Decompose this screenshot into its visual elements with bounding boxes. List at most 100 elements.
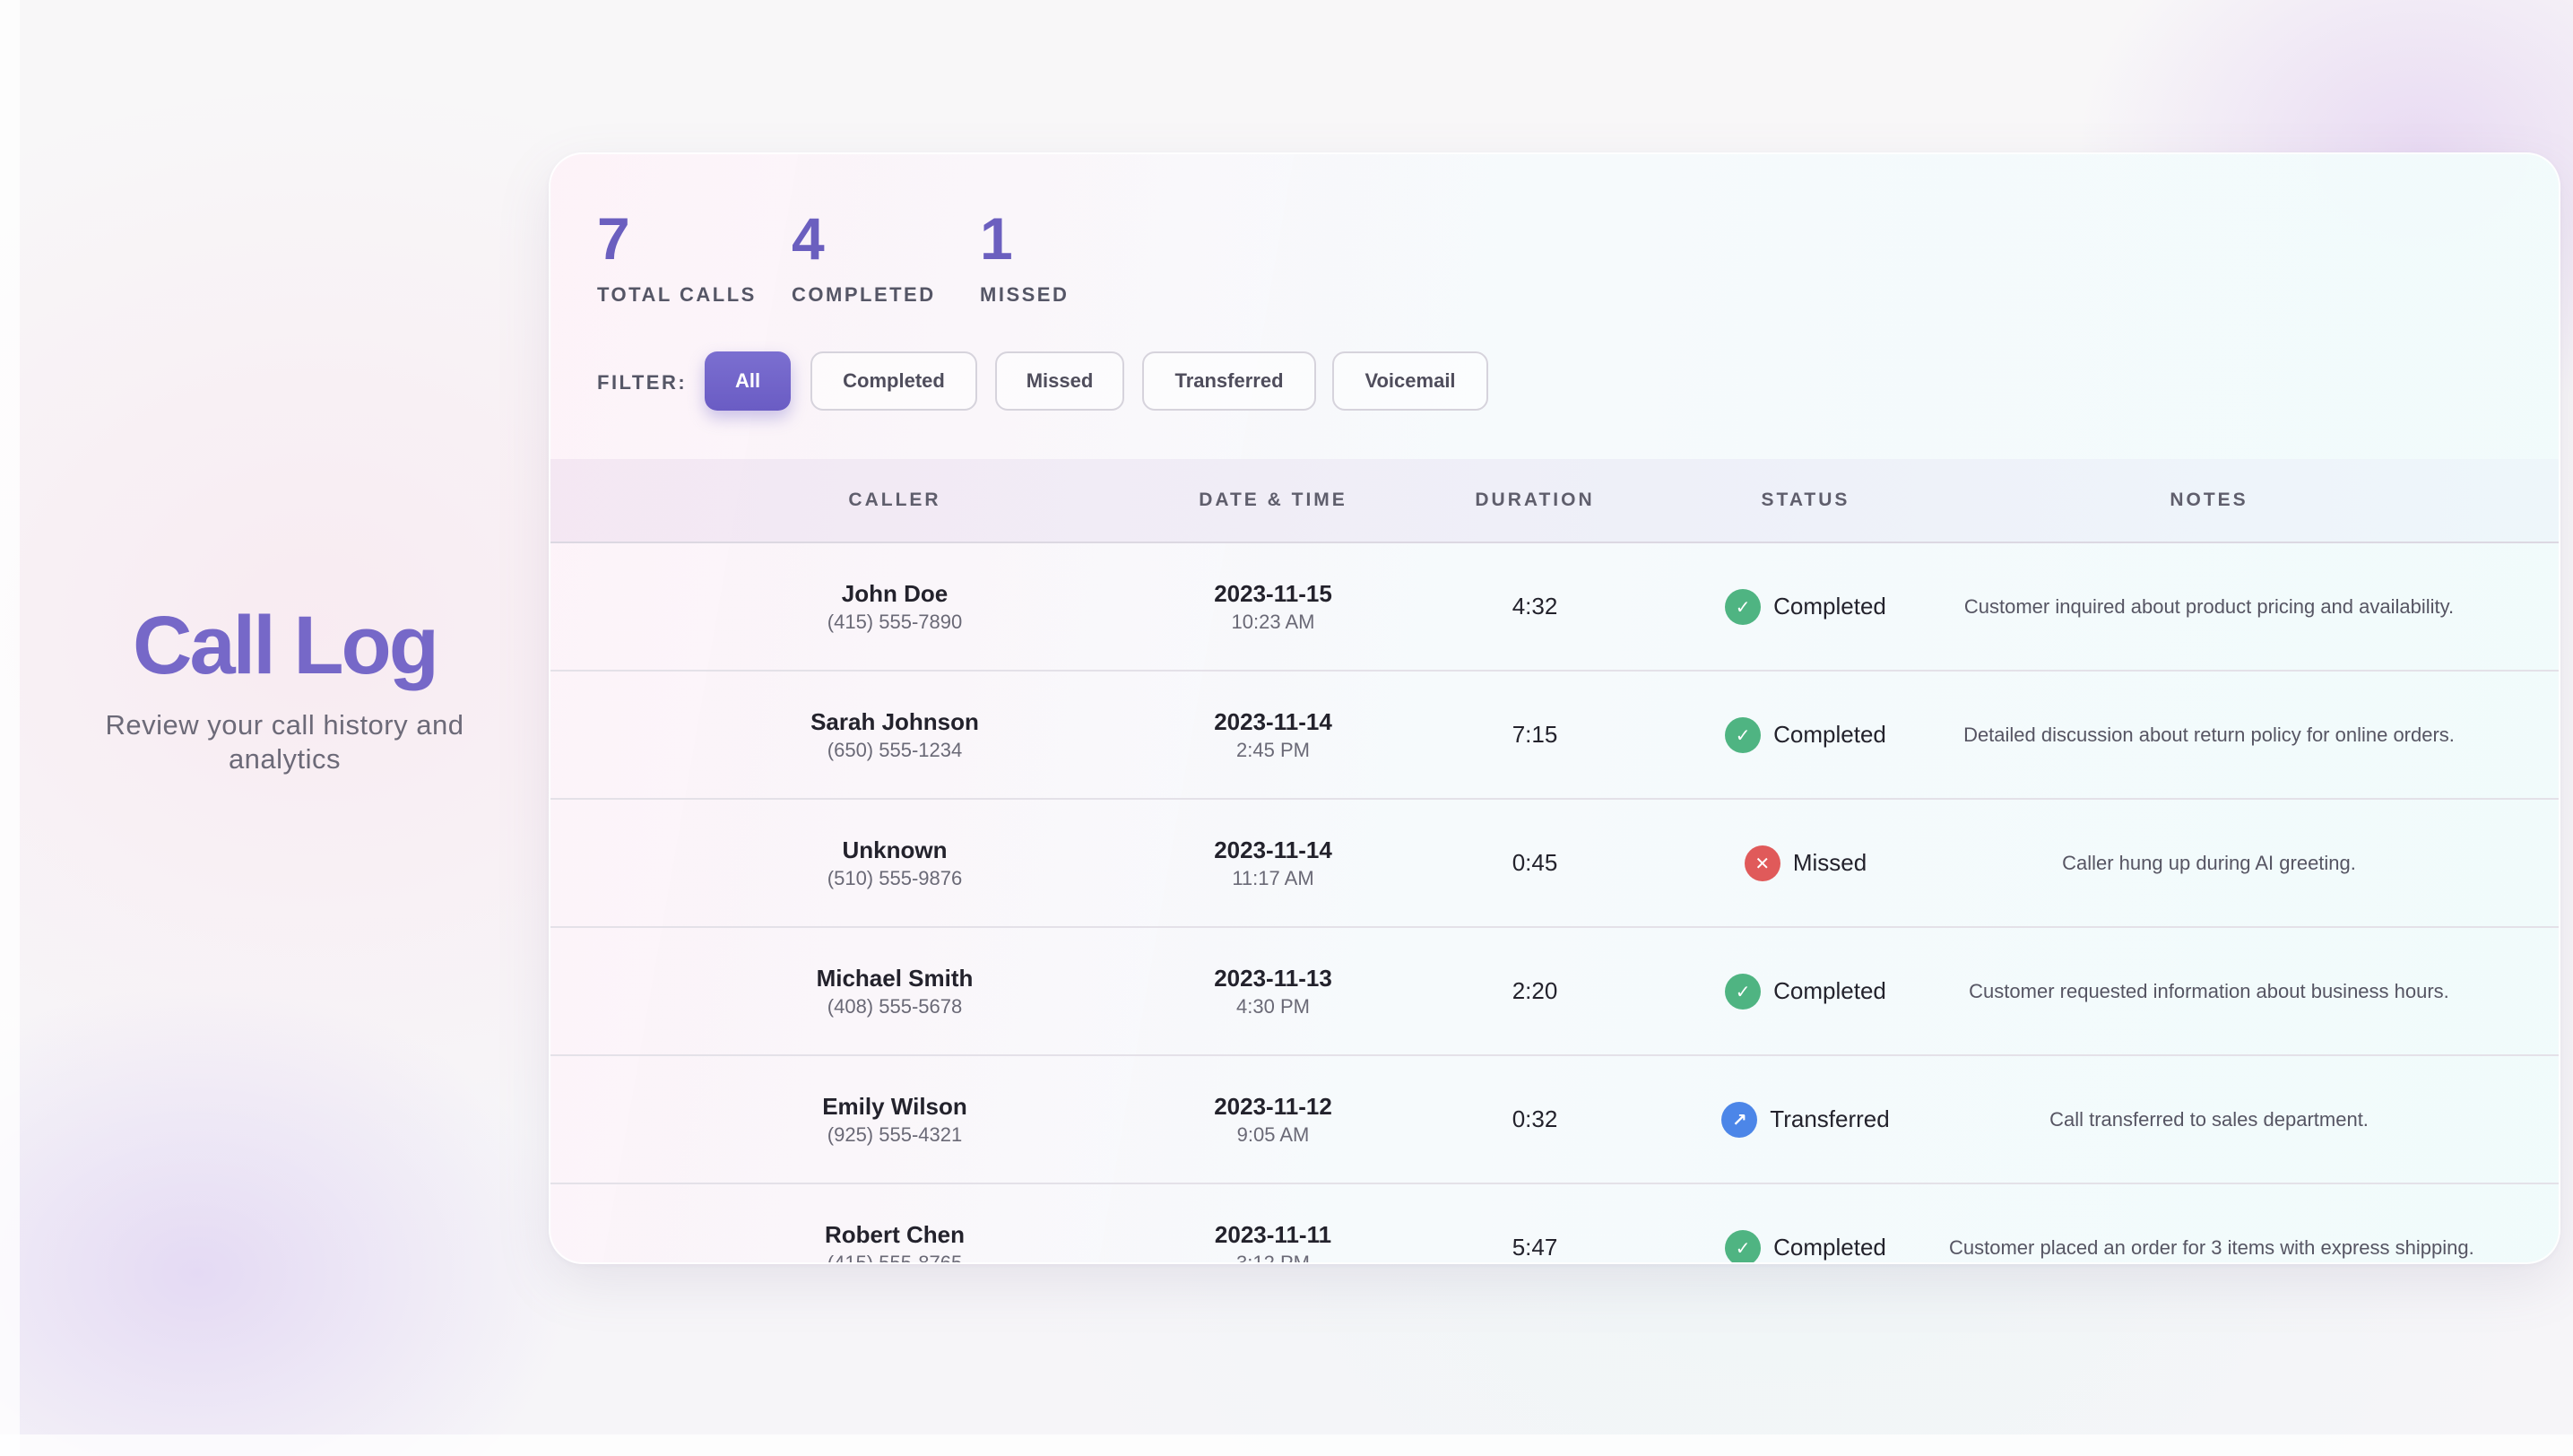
column-header-status[interactable]: STATUS bbox=[1761, 490, 1850, 510]
call-note: Customer requested information about bus… bbox=[1969, 980, 2449, 1002]
notes-cell: Caller hung up during AI greeting. bbox=[1949, 800, 2469, 926]
filter-chip-completed[interactable]: Completed bbox=[810, 351, 977, 411]
check-circle-icon: ✓ bbox=[1725, 716, 1762, 753]
call-time: 3:12 PM bbox=[1236, 1252, 1310, 1264]
column-header-notes[interactable]: NOTES bbox=[2170, 490, 2248, 510]
table-row[interactable]: Unknown (510) 555-9876 2023-11-14 11:17 … bbox=[550, 800, 2559, 928]
call-date: 2023-11-13 bbox=[1214, 965, 1332, 992]
call-date: 2023-11-11 bbox=[1214, 1221, 1332, 1248]
status-cell: ↗ Transferred bbox=[1680, 1056, 1931, 1183]
caller-phone: (415) 555-7890 bbox=[827, 611, 963, 633]
table-body: John Doe (415) 555-7890 2023-11-15 10:23… bbox=[550, 543, 2559, 1264]
filter-label: FILTER: bbox=[597, 371, 688, 394]
stat-value: 1 bbox=[980, 205, 1013, 272]
date-time-cell: 2023-11-11 3:12 PM bbox=[1139, 1184, 1408, 1264]
stat-value: 4 bbox=[792, 205, 825, 272]
stat-completed: 4 COMPLETED bbox=[792, 201, 936, 307]
table-row[interactable]: John Doe (415) 555-7890 2023-11-15 10:23… bbox=[550, 543, 2559, 672]
column-header-date-time[interactable]: DATE & TIME bbox=[1199, 490, 1347, 510]
call-time: 11:17 AM bbox=[1232, 867, 1314, 889]
date-time-cell: 2023-11-14 11:17 AM bbox=[1139, 800, 1408, 926]
caller-cell: Emily Wilson (925) 555-4321 bbox=[760, 1056, 1029, 1183]
column-header-duration[interactable]: DURATION bbox=[1475, 490, 1595, 510]
call-date: 2023-11-14 bbox=[1214, 708, 1332, 735]
notes-cell: Customer placed an order for 3 items wit… bbox=[1949, 1184, 2474, 1262]
check-circle-icon: ✓ bbox=[1725, 1229, 1762, 1262]
caller-name: Sarah Johnson bbox=[810, 708, 979, 735]
status-text: Completed bbox=[1773, 1234, 1886, 1261]
status-badge: ✓ Completed bbox=[1680, 1184, 1931, 1262]
call-log-panel: 7 TOTAL CALLS 4 COMPLETED 1 MISSED FILTE… bbox=[549, 152, 2560, 1264]
notes-cell: Detailed discussion about return policy … bbox=[1949, 672, 2469, 798]
page-title: Call Log bbox=[133, 600, 439, 691]
duration-cell: 2:20 bbox=[1413, 928, 1657, 1054]
table-header: CALLER DATE & TIME DURATION STATUS NOTES bbox=[550, 459, 2559, 543]
status-badge: ✓ Completed bbox=[1680, 672, 1931, 798]
status-text: Missed bbox=[1792, 849, 1867, 876]
call-duration: 5:47 bbox=[1512, 1234, 1558, 1261]
hero-section: Call Log Review your call history and an… bbox=[54, 592, 515, 776]
call-date: 2023-11-15 bbox=[1214, 580, 1332, 607]
filter-chip-all[interactable]: All bbox=[705, 351, 791, 411]
column-header-caller[interactable]: CALLER bbox=[848, 490, 941, 510]
date-time-cell: 2023-11-15 10:23 AM bbox=[1139, 543, 1408, 670]
date-time-cell: 2023-11-13 4:30 PM bbox=[1139, 928, 1408, 1054]
stat-missed: 1 MISSED bbox=[980, 201, 1069, 307]
call-note: Call transferred to sales department. bbox=[2049, 1108, 2369, 1131]
table-row[interactable]: Emily Wilson (925) 555-4321 2023-11-12 9… bbox=[550, 1056, 2559, 1184]
duration-cell: 0:45 bbox=[1413, 800, 1657, 926]
call-duration: 4:32 bbox=[1512, 593, 1558, 620]
filter-chip-voicemail[interactable]: Voicemail bbox=[1332, 351, 1488, 411]
status-badge: ✕ Missed bbox=[1680, 800, 1931, 926]
status-cell: ✓ Completed bbox=[1680, 928, 1931, 1054]
caller-cell: Sarah Johnson (650) 555-1234 bbox=[760, 672, 1029, 798]
status-cell: ✕ Missed bbox=[1680, 800, 1931, 926]
caller-cell: Unknown (510) 555-9876 bbox=[760, 800, 1029, 926]
stat-label: TOTAL CALLS bbox=[597, 283, 757, 306]
caller-phone: (415) 555-8765 bbox=[827, 1252, 963, 1264]
arrow-up-right-circle-icon: ↗ bbox=[1721, 1101, 1758, 1138]
caller-cell: Michael Smith (408) 555-5678 bbox=[760, 928, 1029, 1054]
table-row[interactable]: Michael Smith (408) 555-5678 2023-11-13 … bbox=[550, 928, 2559, 1056]
table-row[interactable]: Robert Chen (415) 555-8765 2023-11-11 3:… bbox=[550, 1184, 2559, 1264]
call-time: 10:23 AM bbox=[1231, 611, 1315, 633]
status-badge: ✓ Completed bbox=[1680, 543, 1931, 670]
x-circle-icon: ✕ bbox=[1744, 845, 1780, 881]
duration-cell: 5:47 bbox=[1413, 1184, 1657, 1262]
status-text: Completed bbox=[1773, 977, 1886, 1004]
call-duration: 7:15 bbox=[1512, 721, 1558, 748]
caller-name: Michael Smith bbox=[816, 965, 974, 992]
notes-cell: Customer inquired about product pricing … bbox=[1949, 543, 2469, 670]
call-duration: 0:45 bbox=[1512, 849, 1558, 876]
call-time: 4:30 PM bbox=[1236, 995, 1310, 1018]
duration-cell: 0:32 bbox=[1413, 1056, 1657, 1183]
notes-cell: Call transferred to sales department. bbox=[1949, 1056, 2469, 1183]
bottom-edge-strip bbox=[0, 1434, 2573, 1456]
call-time: 9:05 AM bbox=[1236, 1123, 1310, 1146]
status-text: Completed bbox=[1773, 721, 1886, 748]
left-edge-strip bbox=[0, 0, 20, 1456]
status-cell: ✓ Completed bbox=[1680, 1184, 1931, 1262]
duration-cell: 4:32 bbox=[1413, 543, 1657, 670]
call-duration: 2:20 bbox=[1512, 977, 1558, 1004]
date-time-cell: 2023-11-12 9:05 AM bbox=[1139, 1056, 1408, 1183]
check-circle-icon: ✓ bbox=[1725, 588, 1762, 625]
notes-cell: Customer requested information about bus… bbox=[1949, 928, 2469, 1054]
date-time-cell: 2023-11-14 2:45 PM bbox=[1139, 672, 1408, 798]
page-subtitle: Review your call history and analytics bbox=[105, 709, 464, 775]
table-row[interactable]: Sarah Johnson (650) 555-1234 2023-11-14 … bbox=[550, 672, 2559, 800]
caller-phone: (925) 555-4321 bbox=[827, 1123, 963, 1146]
call-note: Caller hung up during AI greeting. bbox=[2062, 852, 2356, 874]
filter-chip-missed[interactable]: Missed bbox=[995, 351, 1124, 411]
caller-name: Robert Chen bbox=[825, 1221, 965, 1248]
stat-label: MISSED bbox=[980, 283, 1070, 306]
caller-cell: John Doe (415) 555-7890 bbox=[760, 543, 1029, 670]
call-note: Detailed discussion about return policy … bbox=[1963, 724, 2455, 746]
caller-phone: (408) 555-5678 bbox=[827, 995, 963, 1018]
stat-label: COMPLETED bbox=[792, 283, 936, 306]
stat-total-calls: 7 TOTAL CALLS bbox=[597, 201, 757, 307]
filter-chip-transferred[interactable]: Transferred bbox=[1142, 351, 1316, 411]
caller-name: John Doe bbox=[841, 580, 949, 607]
caller-cell: Robert Chen (415) 555-8765 bbox=[760, 1184, 1029, 1264]
call-time: 2:45 PM bbox=[1236, 739, 1310, 761]
